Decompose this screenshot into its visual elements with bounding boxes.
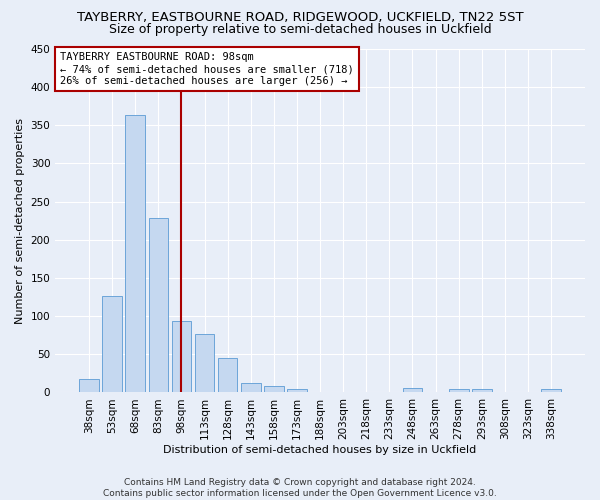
Text: TAYBERRY EASTBOURNE ROAD: 98sqm
← 74% of semi-detached houses are smaller (718)
: TAYBERRY EASTBOURNE ROAD: 98sqm ← 74% of… (61, 52, 354, 86)
Bar (541, 390, 561, 392)
Bar (287, 388, 307, 392)
X-axis label: Distribution of semi-detached houses by size in Uckfield: Distribution of semi-detached houses by … (163, 445, 477, 455)
Bar (172, 322, 191, 392)
Bar (149, 218, 168, 392)
Bar (241, 384, 260, 392)
Bar (218, 358, 238, 392)
Y-axis label: Number of semi-detached properties: Number of semi-detached properties (15, 118, 25, 324)
Text: TAYBERRY, EASTBOURNE ROAD, RIDGEWOOD, UCKFIELD, TN22 5ST: TAYBERRY, EASTBOURNE ROAD, RIDGEWOOD, UC… (77, 11, 523, 24)
Bar (103, 296, 122, 392)
Bar (264, 386, 284, 392)
Text: Contains HM Land Registry data © Crown copyright and database right 2024.
Contai: Contains HM Land Registry data © Crown c… (103, 478, 497, 498)
Bar (449, 388, 469, 392)
Text: Size of property relative to semi-detached houses in Uckfield: Size of property relative to semi-detach… (109, 22, 491, 36)
Bar (403, 388, 422, 392)
Bar (125, 116, 145, 392)
Bar (79, 378, 99, 392)
Bar (195, 334, 214, 392)
Bar (472, 390, 491, 392)
